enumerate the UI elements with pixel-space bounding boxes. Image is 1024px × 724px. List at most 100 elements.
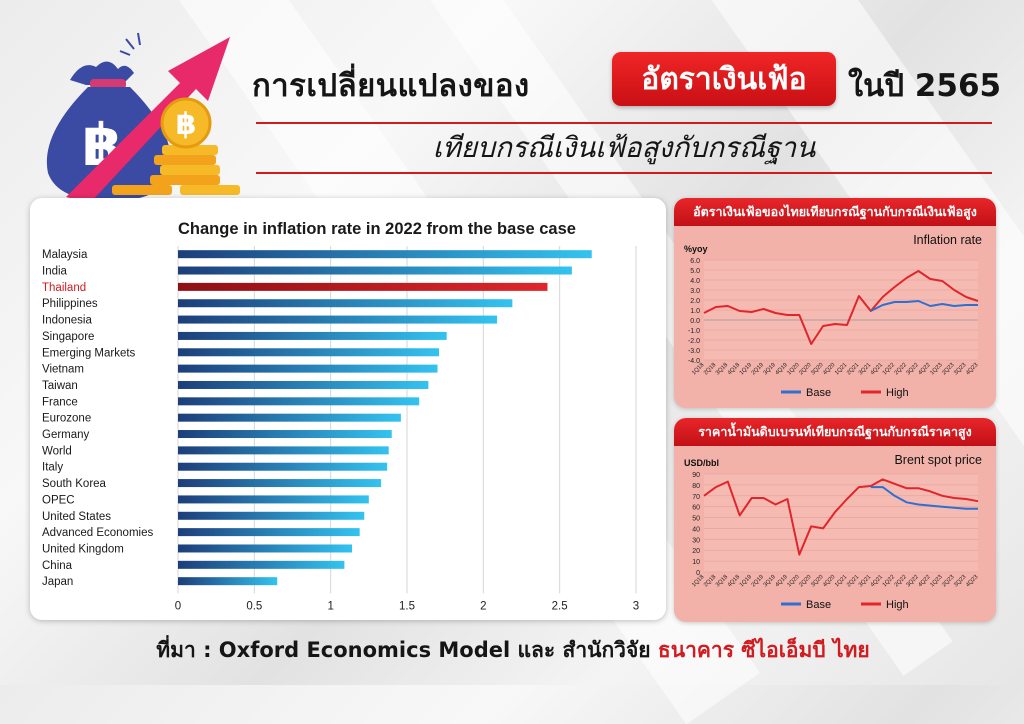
bar-category-label-malaysia: Malaysia: [42, 249, 88, 261]
bar-category-label-world: World: [42, 445, 72, 457]
x-tick-label: 2Q21: [846, 362, 860, 376]
page-subtitle: เทียบกรณีเงินเฟ้อสูงกับกรณีฐาน: [432, 131, 816, 164]
page-title-right: ในปี 2565: [848, 68, 1002, 104]
page-title-badge: อัตราเงินเฟ้อ: [612, 52, 836, 106]
x-tick-label: 1Q21: [834, 362, 848, 376]
bar-chart-panel: Change in inflation rate in 2022 from th…: [30, 198, 666, 620]
x-tick-label: 4Q23: [965, 362, 979, 376]
bar-category-label-italy: Italy: [42, 462, 63, 474]
bar-japan: [178, 577, 278, 586]
bar-category-label-vietnam: Vietnam: [42, 364, 84, 376]
bar-category-label-japan: Japan: [42, 576, 73, 588]
bar-x-tick-label: 0: [175, 600, 181, 612]
legend-label-base: Base: [806, 599, 831, 611]
x-tick-label: 3Q19: [763, 362, 777, 376]
bar-category-label-eurozone: Eurozone: [42, 413, 91, 425]
y-tick-label: 2.0: [690, 298, 700, 305]
x-tick-label: 3Q20: [810, 574, 824, 588]
x-tick-label: 2Q22: [894, 362, 908, 376]
bar-x-tick-label: 2.5: [552, 600, 568, 612]
bar-chart-bars: Malaysia India Thailand Philippines Indonesi…: [42, 249, 592, 588]
bar-indonesia: [178, 315, 498, 324]
y-tick-label: -3.0: [688, 348, 700, 355]
bar-italy: [178, 462, 388, 471]
y-tick-label: 1.0: [690, 308, 700, 315]
bar-x-tick-label: 3: [633, 600, 639, 612]
x-tick-label: 1Q22: [882, 362, 896, 376]
bar-south-korea: [178, 479, 382, 488]
x-tick-label: 4Q18: [727, 574, 741, 588]
bar-category-label-thailand: Thailand: [42, 282, 86, 294]
money-bag-icon: ฿: [46, 61, 172, 201]
bar-x-tick-label: 1: [327, 600, 333, 612]
x-tick-label: 1Q18: [691, 574, 705, 588]
x-tick-label: 2Q19: [751, 574, 765, 588]
series-line-high: [703, 270, 979, 345]
x-tick-label: 3Q21: [858, 574, 872, 588]
y-tick-label: 80: [692, 483, 700, 490]
y-tick-label: 10: [692, 559, 700, 566]
series-line-base: [870, 300, 978, 312]
bar-category-label-south-korea: South Korea: [42, 478, 107, 490]
x-tick-label: 3Q22: [906, 362, 920, 376]
bar-category-label-china: China: [42, 560, 73, 572]
x-tick-label: 2Q22: [894, 574, 908, 588]
bar-germany: [178, 430, 392, 439]
y-tick-label: -1.0: [688, 328, 700, 335]
coin-currency-symbol: ฿: [176, 107, 197, 142]
y-tick-label: 6.0: [690, 258, 700, 265]
legend-label-high: High: [886, 387, 909, 399]
y-tick-label: 60: [692, 505, 700, 512]
bar-taiwan: [178, 380, 429, 389]
x-tick-label: 2Q19: [751, 362, 765, 376]
subtitle-divider: [256, 172, 992, 174]
y-axis-unit-label: %yoy: [684, 244, 708, 254]
x-tick-label: 4Q20: [822, 362, 836, 376]
bar-category-label-france: France: [42, 396, 78, 408]
x-tick-label: 4Q23: [965, 574, 979, 588]
title-divider: [256, 122, 992, 124]
y-tick-label: 90: [692, 472, 700, 479]
bar-eurozone: [178, 413, 401, 422]
bar-france: [178, 397, 420, 406]
y-tick-label: 4.0: [690, 278, 700, 285]
y-tick-label: 3.0: [690, 288, 700, 295]
source-footer: ที่มา : Oxford Economics Model และ สำนัก…: [30, 634, 996, 668]
source-prefix: ที่มา : Oxford Economics Model และ สำนัก…: [156, 638, 651, 662]
bar-opec: [178, 495, 369, 504]
y-tick-label: -4.0: [688, 358, 700, 365]
plot-area: [704, 474, 978, 572]
bar-united-states: [178, 511, 365, 520]
y-axis-unit-label: USD/bbl: [684, 458, 719, 468]
bar-category-label-united-kingdom: United Kingdom: [42, 543, 124, 555]
x-tick-label: 4Q19: [775, 362, 789, 376]
y-tick-label: 50: [692, 516, 700, 523]
x-tick-label: 1Q19: [739, 362, 753, 376]
coin-stack-icon: ฿: [112, 97, 240, 195]
bar-category-label-india: India: [42, 266, 68, 278]
x-tick-label: 1Q19: [739, 574, 753, 588]
x-tick-label: 2Q21: [846, 574, 860, 588]
hero-illustration: ฿ ฿: [46, 32, 240, 203]
bar-category-label-emerging-markets: Emerging Markets: [42, 347, 136, 359]
x-tick-label: 4Q18: [727, 362, 741, 376]
bar-india: [178, 266, 572, 275]
x-tick-label: 3Q18: [715, 362, 729, 376]
bar-category-label-singapore: Singapore: [42, 331, 94, 343]
y-tick-label: 70: [692, 494, 700, 501]
line-chart-title: Inflation rate: [913, 233, 982, 247]
bar-chart-x-ticks: 0 0.5 1 1.5 2 2.5 3: [175, 600, 639, 612]
bar-china: [178, 560, 345, 569]
y-tick-label: 0.0: [690, 318, 700, 325]
brent-panel: ราคาน้ำมันดิบเบรนท์เทียบกรณีฐานกับกรณีรา…: [674, 418, 996, 622]
y-tick-label: 40: [692, 526, 700, 533]
bar-chart-title: Change in inflation rate in 2022 from th…: [178, 220, 576, 238]
x-tick-label: 4Q22: [917, 574, 931, 588]
legend-label-high: High: [886, 599, 909, 611]
x-tick-label: 3Q23: [953, 574, 967, 588]
x-tick-label: 1Q21: [834, 574, 848, 588]
bar-x-tick-label: 2: [480, 600, 486, 612]
x-tick-label: 3Q19: [763, 574, 777, 588]
y-tick-label: 5.0: [690, 268, 700, 275]
x-tick-label: 3Q21: [858, 362, 872, 376]
